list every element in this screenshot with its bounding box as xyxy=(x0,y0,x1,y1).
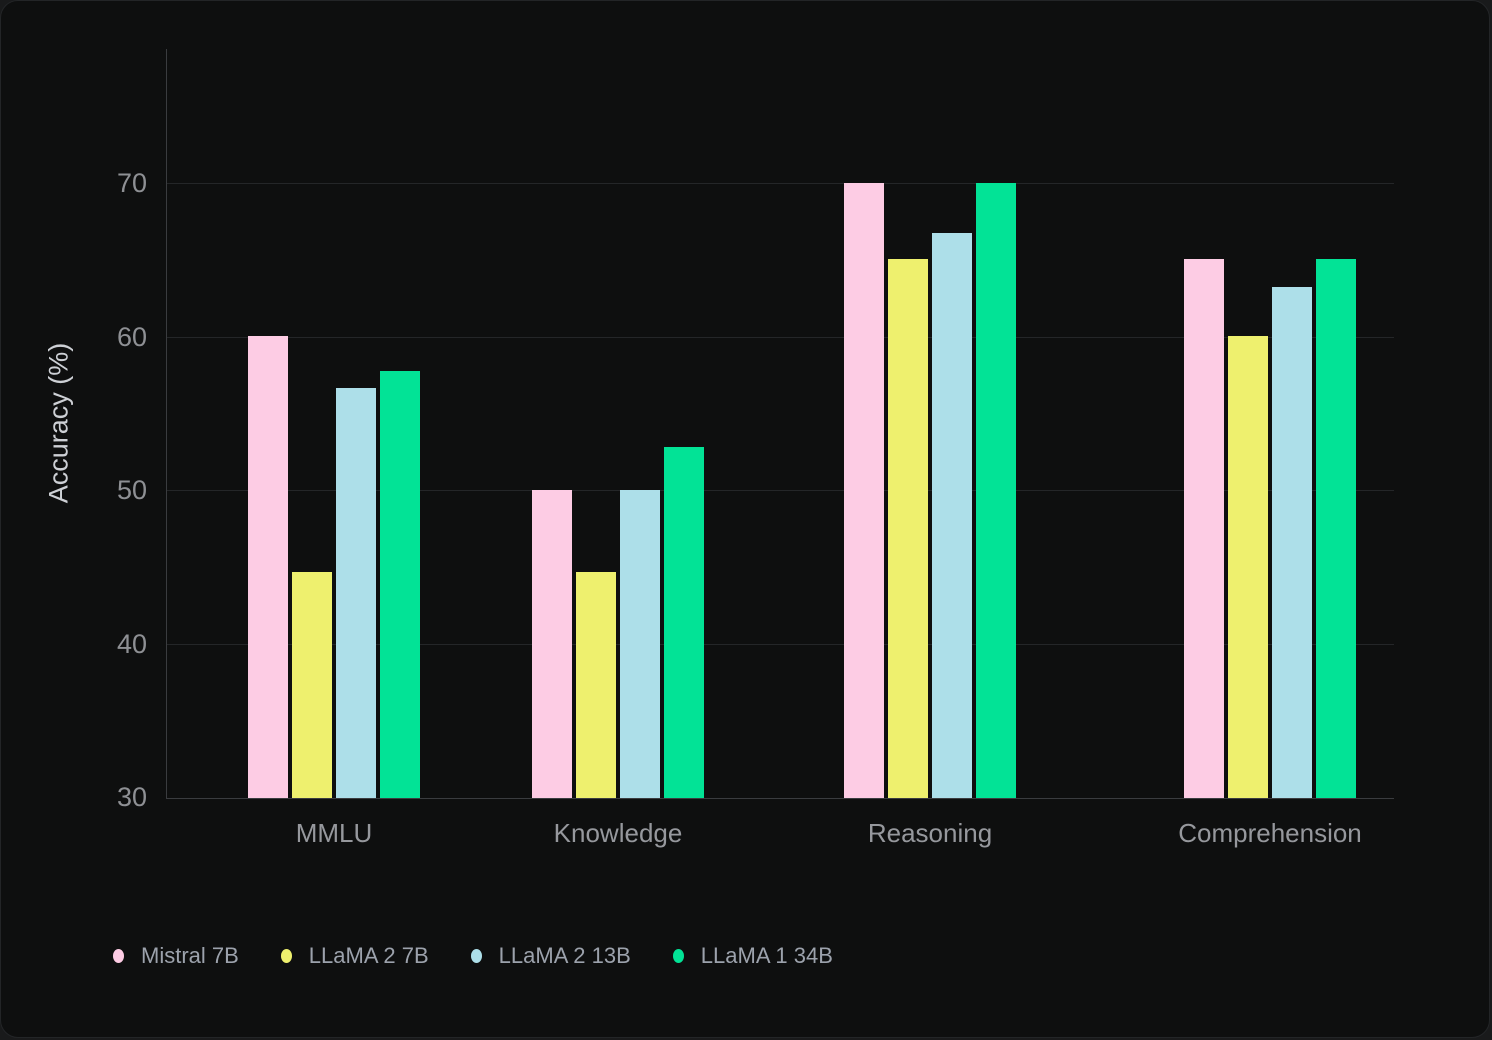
y-tick-label-50: 50 xyxy=(116,475,147,506)
bar-mistral-7b-reasoning xyxy=(844,182,884,798)
gridline-y-50 xyxy=(167,490,1394,492)
bar-llama-1-34b-reasoning xyxy=(976,182,1016,798)
bar-llama-1-34b-mmlu xyxy=(380,371,420,798)
bar-llama-2-7b-knowledge xyxy=(576,572,616,798)
x-tick-label-comprehension: Comprehension xyxy=(1178,818,1362,848)
gridline-y-60 xyxy=(167,336,1394,338)
bar-llama-1-34b-knowledge xyxy=(664,446,704,798)
bar-group-reasoning xyxy=(844,182,1016,798)
bar-mistral-7b-knowledge xyxy=(532,489,572,798)
bar-llama-2-7b-reasoning xyxy=(888,259,928,798)
x-tick-label-reasoning: Reasoning xyxy=(867,818,993,848)
legend-label-mistral-7b: Mistral 7B xyxy=(141,943,239,968)
y-tick-label-40: 40 xyxy=(116,628,147,659)
legend-label-llama-2-7b: LLaMA 2 7B xyxy=(308,943,429,968)
legend-item-llama-2-7b[interactable]: LLaMA 2 7B xyxy=(280,942,429,970)
legend-dot-llama-2-7b xyxy=(280,949,292,963)
legend-item-llama-1-34b[interactable]: LLaMA 1 34B xyxy=(672,942,833,970)
legend-dot-llama-1-34b xyxy=(672,949,684,963)
bar-llama-1-34b-comprehension xyxy=(1316,259,1356,798)
bar-mistral-7b-comprehension xyxy=(1184,259,1224,798)
x-tick-label-knowledge: Knowledge xyxy=(553,818,683,848)
y-tick-label-70: 70 xyxy=(116,168,147,199)
legend-label-llama-2-13b: LLaMA 2 13B xyxy=(498,943,631,968)
bar-group-mmlu xyxy=(248,336,420,798)
legend-dot-mistral-7b xyxy=(113,949,124,963)
legend-item-llama-2-13b[interactable]: LLaMA 2 13B xyxy=(470,942,631,970)
gridline-y-70 xyxy=(167,183,1394,185)
legend-item-mistral-7b[interactable]: Mistral 7B xyxy=(113,942,239,970)
bar-group-comprehension xyxy=(1184,259,1356,798)
bar-llama-2-7b-mmlu xyxy=(292,572,332,798)
bar-group-knowledge xyxy=(532,446,704,798)
bar-llama-2-13b-reasoning xyxy=(932,233,972,798)
legend-label-llama-1-34b: LLaMA 1 34B xyxy=(700,943,833,968)
plot-area: 30 40 50 60 70 MMLU Knowledge Reasoning Comprehe… xyxy=(117,49,1394,848)
legend-dot-llama-2-13b xyxy=(470,949,482,963)
legend: Mistral 7B LLaMA 2 7B LLaMA 2 13B LLaMA 1 3… xyxy=(113,942,833,970)
bar-llama-2-13b-mmlu xyxy=(336,388,376,798)
y-tick-label-60: 60 xyxy=(116,321,147,352)
y-axis-title: Accuracy (%) xyxy=(43,342,74,504)
bar-mistral-7b-mmlu xyxy=(248,336,288,798)
bar-llama-2-7b-comprehension xyxy=(1228,336,1268,798)
gridline-y-40 xyxy=(167,643,1394,645)
y-tick-label-30: 30 xyxy=(116,782,147,812)
bar-llama-2-13b-comprehension xyxy=(1272,286,1312,798)
bar-llama-2-13b-knowledge xyxy=(620,489,660,798)
x-tick-label-mmlu: MMLU xyxy=(295,818,373,848)
